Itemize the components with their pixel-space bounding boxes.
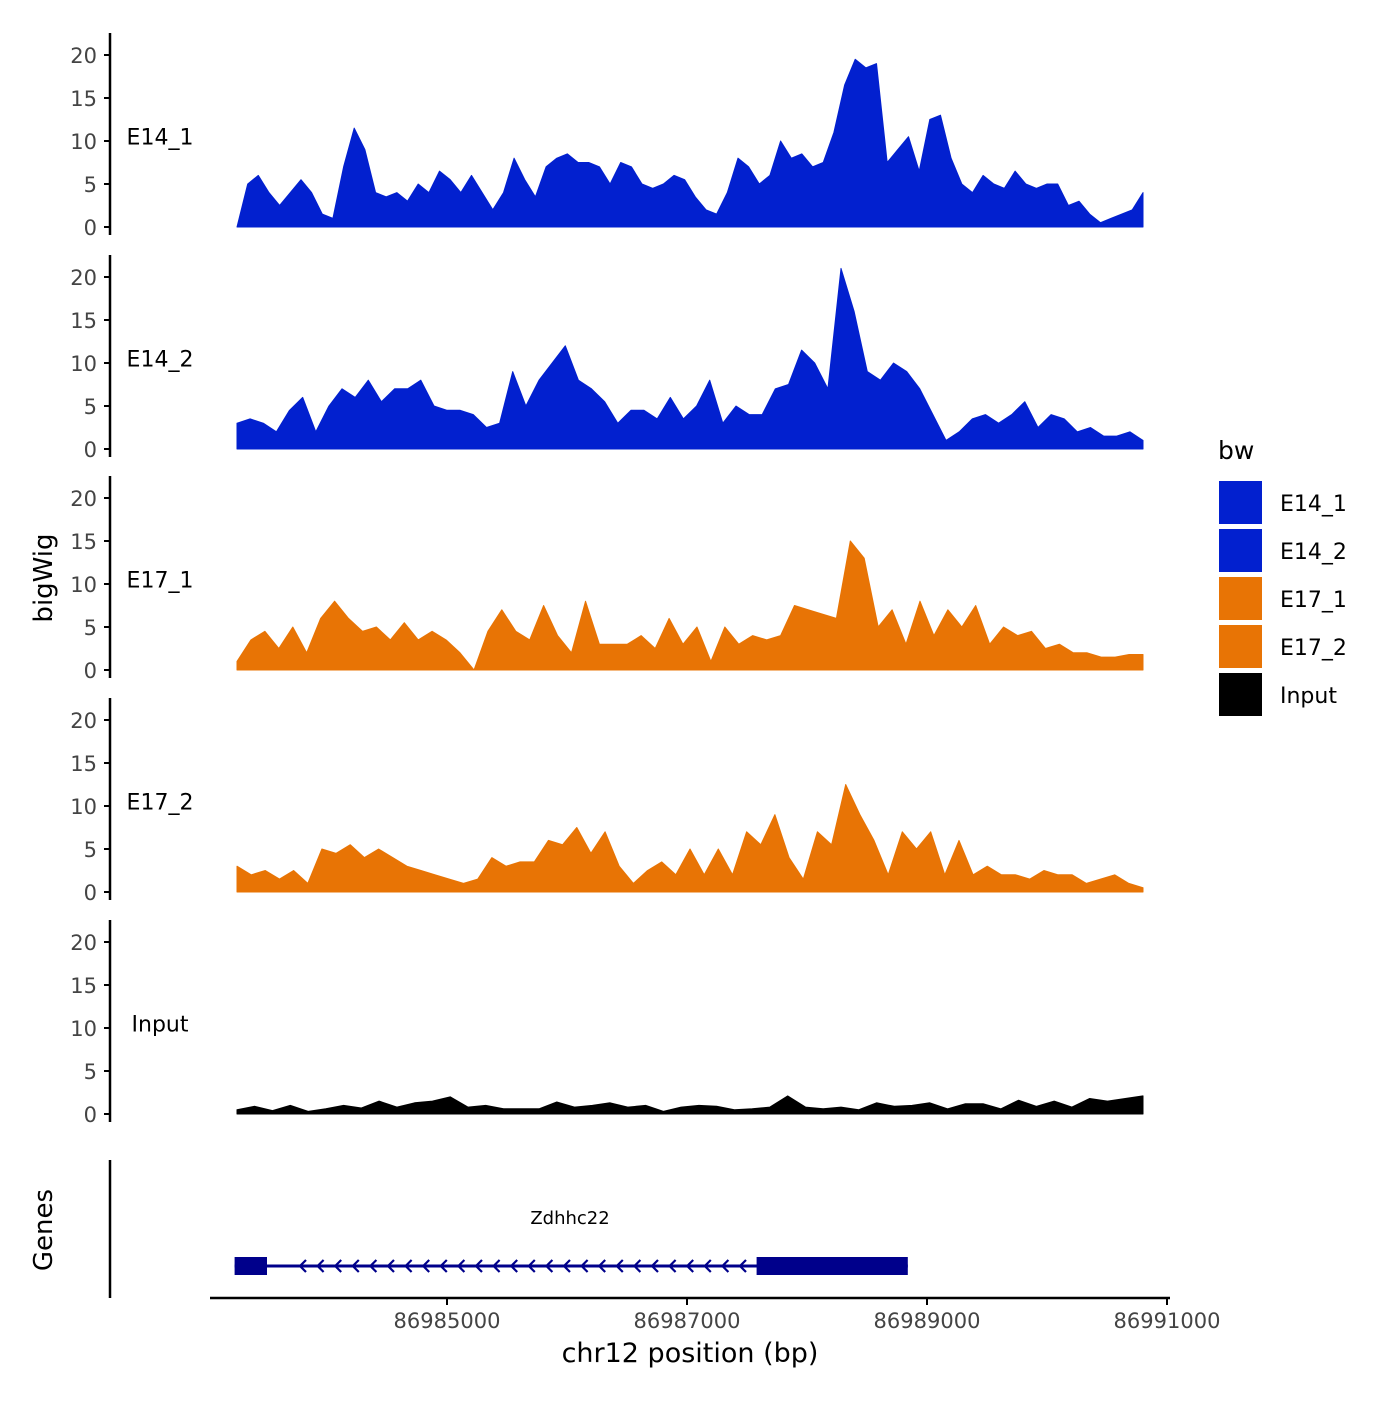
y-tick-label: 20: [70, 266, 97, 290]
legend-swatch: [1217, 671, 1264, 718]
legend-label: E17_1: [1280, 588, 1347, 613]
legend-swatch: [1217, 527, 1264, 574]
strand-arrow: [316, 1259, 325, 1273]
legend-label: E17_2: [1280, 636, 1347, 661]
legend-label: E14_2: [1280, 540, 1347, 565]
x-tick-label: 86989000: [874, 1309, 981, 1333]
y-tick-label: 20: [70, 44, 97, 68]
y-tick-label: 5: [84, 395, 97, 419]
strand-arrow: [738, 1259, 747, 1273]
exon-block: [234, 1257, 267, 1275]
y-tick-label: 0: [84, 438, 97, 462]
y-tick-label: 10: [70, 1017, 97, 1041]
area-E14_1: [236, 58, 1144, 228]
strand-arrow: [632, 1259, 642, 1273]
area-E17_2: [236, 784, 1144, 893]
track-label: E14_2: [127, 348, 194, 373]
legend-label: Input: [1280, 684, 1337, 709]
track-label: E14_1: [127, 126, 194, 151]
strand-arrow: [668, 1259, 677, 1273]
y-tick-label: 5: [84, 616, 97, 640]
strand-arrow: [351, 1259, 360, 1273]
y-tick-label: 0: [84, 1103, 97, 1127]
legend-swatch: [1217, 479, 1264, 526]
x-tick-label: 86987000: [634, 1309, 741, 1333]
strand-arrow: [333, 1259, 342, 1273]
strand-arrow: [720, 1259, 730, 1273]
track-label: E17_1: [127, 569, 194, 594]
strand-arrow: [509, 1259, 518, 1273]
legend-label: E14_1: [1280, 492, 1347, 517]
legend-swatch: [1217, 575, 1264, 622]
area-E14_2: [236, 267, 1144, 450]
strand-arrow: [597, 1259, 606, 1273]
track-label: E17_2: [127, 791, 194, 816]
y-tick-label: 15: [70, 974, 97, 998]
strand-arrow: [544, 1259, 554, 1273]
track-label: Input: [132, 1013, 189, 1038]
y-tick-label: 10: [70, 130, 97, 154]
strand-arrow: [527, 1259, 536, 1273]
strand-arrow: [298, 1259, 307, 1273]
track-E17_1: 0 5 10 15 20 E17_1: [70, 476, 1144, 683]
y-tick-label: 15: [70, 87, 97, 111]
strand-arrow: [439, 1259, 448, 1273]
y-tick-label: 0: [84, 659, 97, 683]
strand-arrow: [580, 1259, 589, 1273]
exon-block: [756, 1257, 908, 1275]
y-tick-label: 5: [84, 173, 97, 197]
tracks-group: 05101520E14_105101520E14_205101520E17_10…: [70, 33, 1144, 1127]
strand-arrow: [474, 1259, 483, 1273]
legend-title: bw: [1218, 436, 1254, 465]
strand-arrow: [492, 1259, 501, 1273]
y-tick-label: 15: [70, 752, 97, 776]
legend-swatch: [1217, 623, 1264, 670]
strand-arrow: [615, 1259, 624, 1273]
area-E17_1: [236, 540, 1144, 671]
x-tick-label: 86985000: [394, 1309, 501, 1333]
gene-name-label: Zdhhc22: [530, 1208, 609, 1229]
y-axis-title: bigWig: [29, 533, 59, 622]
x-axis-title: chr12 position (bp): [562, 1338, 819, 1369]
y-tick-label: 10: [70, 573, 97, 597]
area-Input: [236, 1095, 1144, 1115]
y-tick-label: 15: [70, 530, 97, 554]
y-tick-label: 20: [70, 931, 97, 955]
track-E14_2: 0 5 10 15 20 E14_2: [70, 255, 1144, 462]
y-tick-label: 5: [84, 1060, 97, 1084]
gene-track: Zdhhc22: [108, 1160, 908, 1298]
y-tick-label: 0: [84, 881, 97, 905]
y-tick-label: 20: [70, 709, 97, 733]
y-tick-label: 5: [84, 838, 97, 862]
track-Input: 0 5 10 15 20 Input: [70, 920, 1144, 1127]
gene-track-title: Genes: [29, 1189, 59, 1271]
strand-arrow: [685, 1259, 694, 1273]
track-E14_1: 0 5 10 15 20 E14_1: [70, 33, 1144, 240]
strand-arrow: [456, 1259, 466, 1273]
strand-arrow: [386, 1259, 395, 1273]
strand-arrow: [368, 1259, 378, 1273]
y-tick-label: 20: [70, 487, 97, 511]
strand-arrow: [703, 1259, 712, 1273]
y-tick-label: 10: [70, 352, 97, 376]
x-axis: 86985000 86987000 86989000 86991000: [210, 1296, 1221, 1333]
strand-arrow: [562, 1259, 571, 1273]
track-E17_2: 0 5 10 15 20 E17_2: [70, 698, 1144, 905]
y-tick-label: 10: [70, 795, 97, 819]
x-tick-label: 86991000: [1114, 1309, 1221, 1333]
y-tick-label: 15: [70, 309, 97, 333]
legend: E14_1 E14_2 E17_1 E17_2 Input: [1217, 479, 1347, 718]
strand-arrow: [421, 1259, 430, 1273]
y-tick-label: 0: [84, 216, 97, 240]
strand-arrow: [404, 1259, 413, 1273]
strand-arrow: [650, 1259, 659, 1273]
